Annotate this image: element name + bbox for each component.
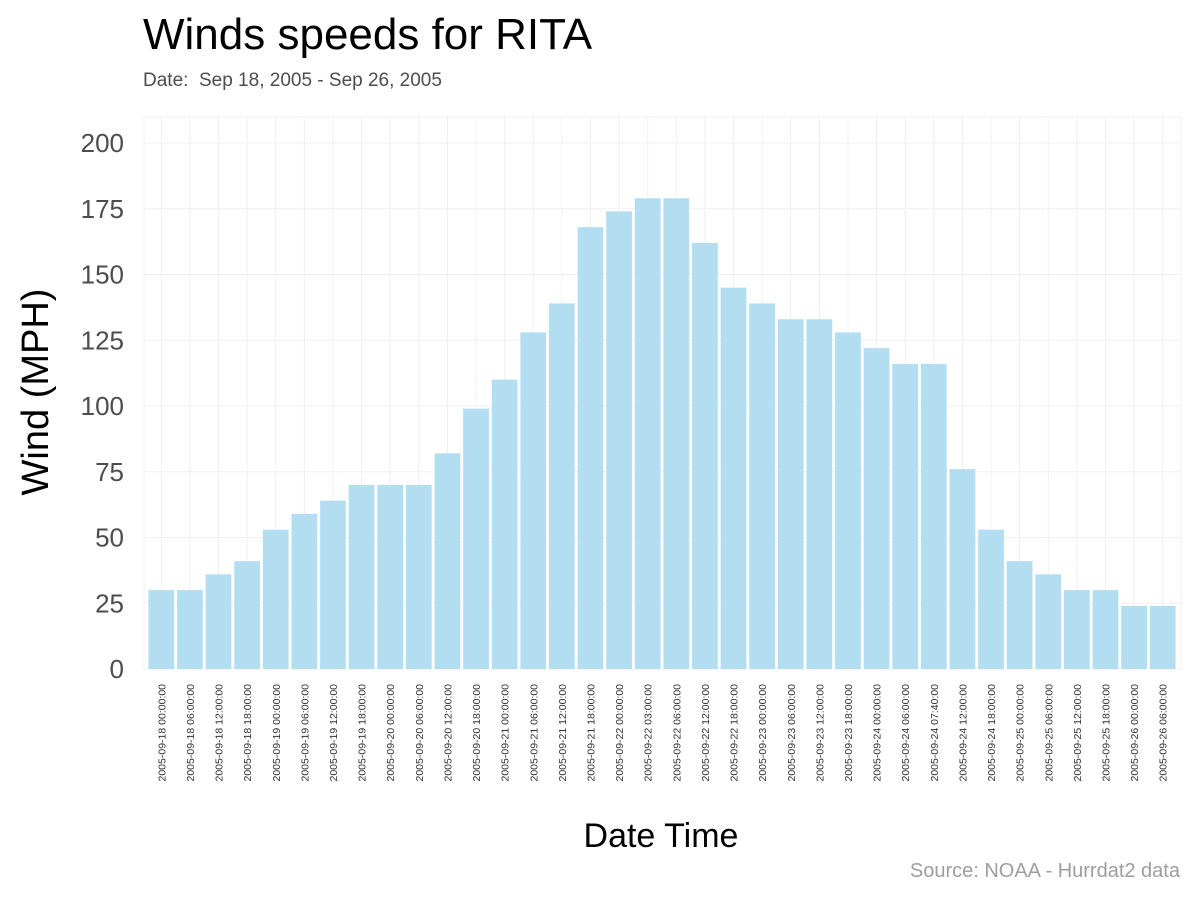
bar [663, 198, 690, 670]
y-tick-label: 125 [81, 325, 124, 355]
bar [463, 408, 489, 669]
bar [520, 332, 547, 669]
x-tick-label: 2005-09-25 12:00:00 [1072, 684, 1084, 782]
x-tick-label: 2005-09-21 12:00:00 [557, 684, 569, 782]
y-tick-label: 25 [95, 588, 124, 618]
bar [377, 484, 404, 669]
x-tick-label: 2005-09-24 07:40:00 [929, 684, 941, 782]
bar [606, 211, 632, 669]
bar [978, 529, 1004, 669]
bar [262, 529, 289, 669]
x-tick-label: 2005-09-20 18:00:00 [471, 684, 483, 782]
x-tick-label: 2005-09-24 06:00:00 [900, 684, 912, 782]
bar [234, 561, 261, 669]
x-tick-label: 2005-09-18 12:00:00 [214, 684, 226, 782]
bar [920, 363, 947, 669]
bar [577, 227, 604, 669]
bar [1035, 574, 1062, 669]
x-tick-label: 2005-09-24 00:00:00 [872, 684, 884, 782]
x-tick-label: 2005-09-24 12:00:00 [957, 684, 969, 782]
bar [348, 484, 375, 669]
x-tick-label: 2005-09-23 18:00:00 [843, 684, 855, 782]
y-tick-label: 50 [95, 523, 124, 553]
x-axis-ticks: 2005-09-18 00:00:00 2005-09-18 06:00:00 20… [156, 684, 1169, 782]
bar [835, 332, 861, 669]
bar [863, 348, 890, 669]
x-tick-label: 2005-09-19 00:00:00 [271, 684, 283, 782]
bar [634, 198, 661, 670]
bar [1063, 590, 1090, 669]
x-tick-label: 2005-09-20 06:00:00 [414, 684, 426, 782]
x-tick-label: 2005-09-21 18:00:00 [585, 684, 597, 782]
x-tick-label: 2005-09-18 18:00:00 [242, 684, 254, 782]
bar [434, 453, 461, 669]
source-caption: Source: NOAA - Hurrdat2 data [909, 860, 1180, 882]
x-tick-label: 2005-09-24 18:00:00 [986, 684, 998, 782]
x-tick-label: 2005-09-22 03:00:00 [643, 684, 655, 782]
y-tick-label: 100 [81, 391, 124, 421]
bar [1149, 605, 1176, 669]
bar [491, 379, 518, 669]
x-axis-label: Date Time [584, 817, 739, 855]
bar [405, 484, 432, 669]
x-tick-label: 2005-09-23 06:00:00 [786, 684, 798, 782]
y-axis-label: Wind (MPH) [15, 289, 57, 496]
chart-subtitle: Date: Sep 18, 2005 - Sep 26, 2005 [143, 70, 442, 91]
x-tick-label: 2005-09-19 12:00:00 [328, 684, 340, 782]
bar [1092, 590, 1119, 669]
y-axis-ticks: 0 25 50 75 100 125 150 175 200 [81, 128, 124, 684]
x-tick-label: 2005-09-22 06:00:00 [671, 684, 683, 782]
bar [548, 303, 575, 669]
y-tick-label: 0 [110, 654, 124, 684]
bar [1006, 561, 1033, 669]
x-tick-label: 2005-09-18 06:00:00 [185, 684, 197, 782]
x-tick-label: 2005-09-19 18:00:00 [357, 684, 369, 782]
bars [148, 198, 1176, 670]
bar [291, 513, 318, 669]
x-tick-label: 2005-09-20 00:00:00 [385, 684, 397, 782]
x-tick-label: 2005-09-22 12:00:00 [700, 684, 712, 782]
bar [177, 590, 203, 669]
x-tick-label: 2005-09-26 00:00:00 [1129, 684, 1141, 782]
x-tick-label: 2005-09-18 00:00:00 [156, 684, 168, 782]
x-tick-label: 2005-09-23 12:00:00 [814, 684, 826, 782]
bar [749, 303, 776, 669]
x-tick-label: 2005-09-20 12:00:00 [442, 684, 454, 782]
y-tick-label: 75 [95, 457, 124, 487]
bar [949, 469, 976, 669]
x-tick-label: 2005-09-21 00:00:00 [500, 684, 512, 782]
x-tick-label: 2005-09-22 00:00:00 [614, 684, 626, 782]
x-tick-label: 2005-09-25 00:00:00 [1015, 684, 1027, 782]
x-tick-label: 2005-09-21 06:00:00 [528, 684, 540, 782]
chart-title: Winds speeds for RITA [143, 10, 593, 59]
y-tick-label: 200 [81, 128, 124, 158]
x-tick-label: 2005-09-25 18:00:00 [1100, 684, 1112, 782]
bar [720, 287, 747, 669]
x-tick-label: 2005-09-23 00:00:00 [757, 684, 769, 782]
x-tick-label: 2005-09-25 06:00:00 [1043, 684, 1055, 782]
bar [320, 500, 346, 669]
bar [205, 574, 232, 669]
bar [806, 319, 833, 669]
bar [777, 319, 804, 669]
bar [692, 242, 718, 669]
y-tick-label: 150 [81, 260, 124, 290]
y-tick-label: 175 [81, 194, 124, 224]
bar [892, 363, 919, 669]
x-tick-label: 2005-09-19 06:00:00 [299, 684, 311, 782]
bar [1121, 605, 1147, 669]
x-tick-label: 2005-09-22 18:00:00 [729, 684, 741, 782]
bar [148, 590, 175, 669]
x-tick-label: 2005-09-26 06:00:00 [1158, 684, 1170, 782]
